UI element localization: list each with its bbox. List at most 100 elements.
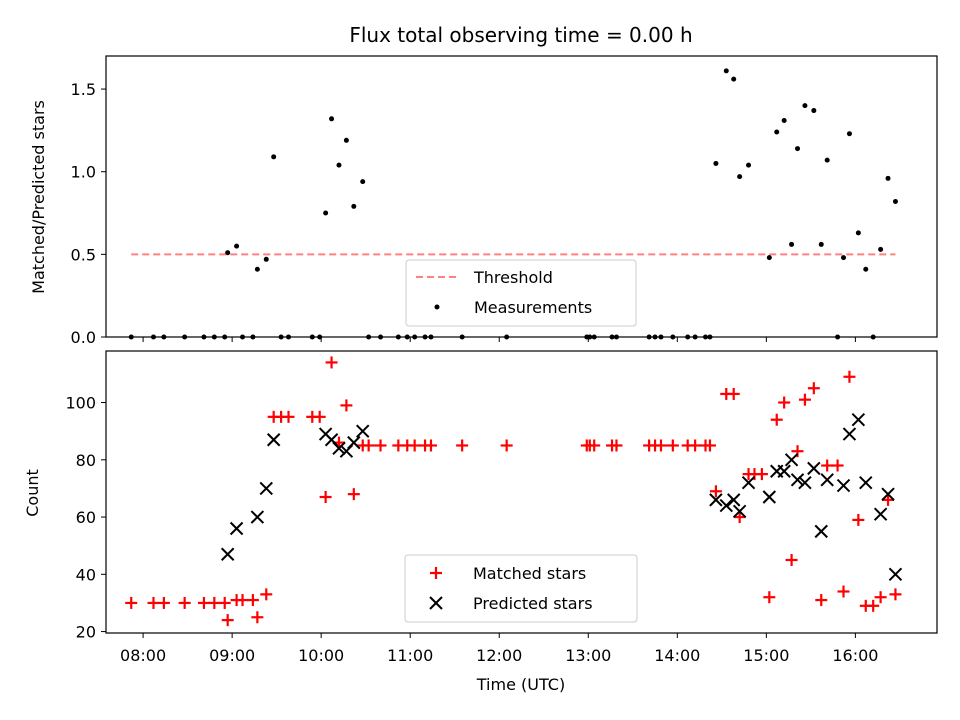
measurement-point	[646, 334, 652, 340]
measurement-point	[811, 108, 817, 114]
measurement-point	[789, 241, 795, 247]
predicted-star-point	[732, 504, 747, 519]
matched-star-point	[882, 493, 895, 506]
measurement-point	[128, 334, 134, 340]
matched-star-point	[807, 382, 820, 395]
measurement-point	[161, 334, 167, 340]
predicted-star-point	[356, 424, 370, 438]
matched-star-point	[785, 553, 798, 566]
predicted-star-point	[859, 475, 873, 490]
measurement-point	[658, 334, 664, 340]
matched-star-point	[654, 439, 667, 452]
measurement-point	[366, 334, 372, 340]
measurement-point	[781, 117, 787, 123]
measurement-point	[795, 146, 801, 152]
measurements-legend-label: Measurements	[474, 298, 592, 317]
predicted-star-point	[790, 473, 805, 487]
measurement-point	[182, 334, 188, 340]
matched-star-point	[147, 596, 160, 609]
bottom-y-axis: 20 40 60 80 100	[65, 394, 106, 642]
x-tick-label: 10:00	[298, 646, 344, 665]
measurement-point	[802, 103, 808, 109]
measurement-point	[892, 198, 898, 204]
top-y-tick-label: 0.0	[71, 328, 96, 347]
matched-star-point	[251, 611, 264, 624]
matched-star-point	[778, 396, 791, 409]
measurement-point	[692, 334, 698, 340]
measurement-point	[609, 334, 615, 340]
predicted-star-point	[762, 490, 777, 504]
predicted-star-point	[842, 427, 857, 441]
measurement-point	[234, 243, 240, 249]
matched-star-point	[313, 410, 326, 423]
measurement-point	[504, 334, 510, 340]
matched-star-point	[282, 410, 295, 423]
measurement-point	[818, 241, 824, 247]
measurement-point	[685, 334, 691, 340]
matched-star-point	[689, 439, 702, 452]
predicted-star-point	[719, 498, 733, 513]
threshold-legend-label: Threshold	[473, 268, 553, 287]
measurement-point	[343, 137, 349, 143]
predicted-star-point	[250, 510, 265, 524]
measurement-point	[766, 255, 772, 261]
predicted-star-point	[259, 481, 273, 496]
measurement-point	[360, 179, 366, 185]
measurement-point	[323, 210, 329, 216]
matched-star-point	[703, 439, 716, 452]
matched-star-point	[610, 439, 623, 452]
measurement-point	[422, 334, 428, 340]
predicted-star-point	[266, 433, 281, 447]
measurement-point	[459, 334, 465, 340]
measurement-point	[670, 334, 676, 340]
measurement-point	[395, 334, 401, 340]
matched-star-point	[791, 445, 804, 458]
matched-star-point	[733, 511, 746, 524]
matched-star-point	[837, 585, 850, 598]
measurement-point	[309, 334, 315, 340]
bottom-y-tick-label: 40	[76, 565, 96, 584]
bottom-plot-marks	[125, 356, 903, 627]
matched-star-point	[874, 591, 887, 604]
measurement-point	[201, 334, 207, 340]
matched-star-point	[770, 413, 783, 426]
matched-star-point	[260, 588, 273, 601]
matched-star-point	[867, 599, 880, 612]
matched-star-point	[727, 387, 740, 400]
matched-star-point	[588, 439, 601, 452]
matched-star-point	[236, 594, 249, 607]
measurement-point	[703, 334, 709, 340]
predicted-star-point	[888, 567, 903, 582]
measurement-point	[824, 157, 830, 163]
bottom-y-tick-label: 60	[76, 508, 96, 527]
measurement-point	[336, 162, 342, 168]
predicted-star-point	[820, 473, 834, 487]
matched-star-point	[889, 588, 902, 601]
matched-star-point	[843, 370, 856, 383]
bottom-y-axis-label: Count	[23, 469, 42, 517]
matched-legend-label: Matched stars	[473, 564, 586, 583]
measurement-point	[737, 174, 743, 180]
top-legend-box	[405, 259, 637, 327]
matched-star-point	[157, 596, 170, 609]
matched-star-point	[709, 485, 722, 498]
predicted-legend-swatch	[429, 596, 443, 610]
predicted-star-point	[332, 441, 346, 456]
matched-star-point	[362, 439, 375, 452]
predicted-star-point	[229, 521, 244, 536]
matched-star-point	[246, 594, 259, 607]
measurement-point	[855, 230, 861, 236]
matched-star-point	[852, 513, 865, 526]
top-y-tick-label: 1.5	[71, 80, 96, 99]
top-plot-panel: 0.0 0.5 1.0 1.5 Matched/Predicted stars Thr…	[29, 55, 938, 347]
measurement-point	[278, 334, 284, 340]
measurement-point	[731, 76, 737, 82]
x-tick-label: 09:00	[209, 646, 255, 665]
measurement-point	[846, 131, 852, 137]
predicted-star-point	[777, 464, 791, 478]
matched-star-point	[125, 596, 138, 609]
matched-star-point	[763, 591, 776, 604]
x-tick-label: 14:00	[654, 646, 700, 665]
matched-star-point	[178, 596, 191, 609]
measurement-point	[878, 246, 884, 252]
